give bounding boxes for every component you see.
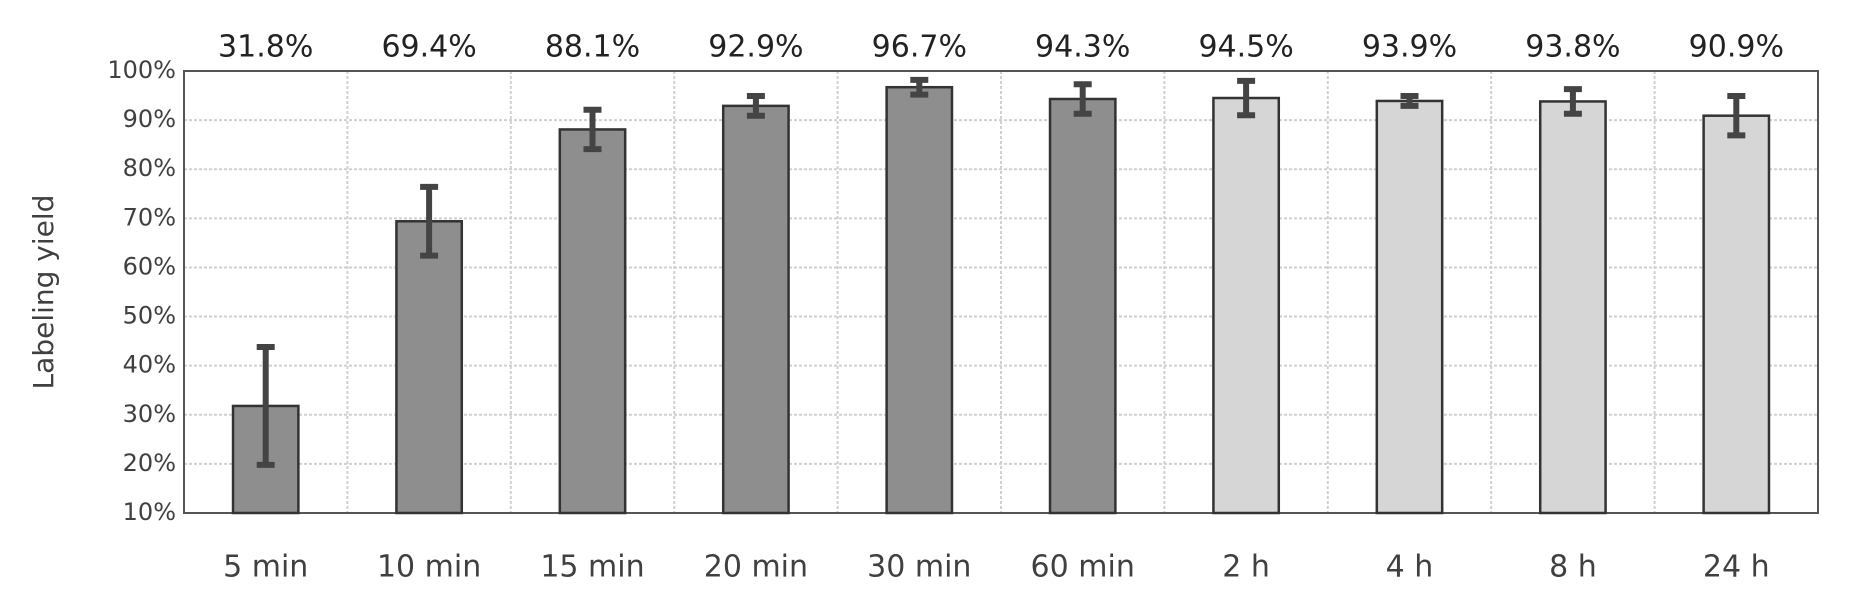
x-tick-label: 4 h [1386,550,1434,585]
value-label: 94.3% [1035,30,1130,65]
value-label: 94.5% [1198,30,1293,65]
y-tick-label: 50% [123,302,176,330]
bar [558,128,627,515]
error-bar [1727,93,1746,139]
bar [1212,96,1281,515]
error-bar [1400,93,1419,109]
error-bar [910,76,929,98]
y-tick-label: 30% [123,400,176,428]
error-bar [1237,77,1256,119]
bar [1538,100,1607,515]
y-tick-label: 90% [123,105,176,133]
bar [1048,97,1117,515]
error-bar [746,93,765,119]
error-bar [420,183,439,259]
y-tick-label: 60% [123,252,176,280]
x-tick-label: 60 min [1031,550,1135,585]
x-tick-label: 24 h [1703,550,1770,585]
value-label: 69.4% [381,30,476,65]
plot-border [183,70,1819,514]
x-tick-label: 10 min [377,550,481,585]
x-tick-label: 15 min [540,550,644,585]
x-tick-label: 30 min [867,550,971,585]
x-tick-label: 8 h [1549,550,1597,585]
value-label: 93.8% [1525,30,1620,65]
error-bar [1563,86,1582,117]
x-tick-label: 5 min [223,550,308,585]
y-tick-label: 20% [123,449,176,477]
value-label: 93.9% [1362,30,1457,65]
value-label: 92.9% [708,30,803,65]
error-bar [1073,81,1092,117]
y-tick-label: 10% [123,498,176,526]
y-tick-label: 80% [123,154,176,182]
error-bar [583,106,602,153]
bar [721,104,790,515]
y-tick-label: 70% [123,203,176,231]
y-axis-label: Labeling yield [27,195,60,390]
bar [1375,99,1444,515]
y-tick-label: 100% [107,56,176,84]
value-label: 90.9% [1689,30,1784,65]
value-label: 88.1% [545,30,640,65]
bar [1702,114,1771,515]
y-tick-label: 40% [123,351,176,379]
x-tick-label: 2 h [1222,550,1270,585]
error-bar [256,344,275,468]
bar [885,85,954,515]
x-tick-label: 20 min [704,550,808,585]
value-label: 96.7% [872,30,967,65]
bar [395,220,464,515]
value-label: 31.8% [218,30,313,65]
